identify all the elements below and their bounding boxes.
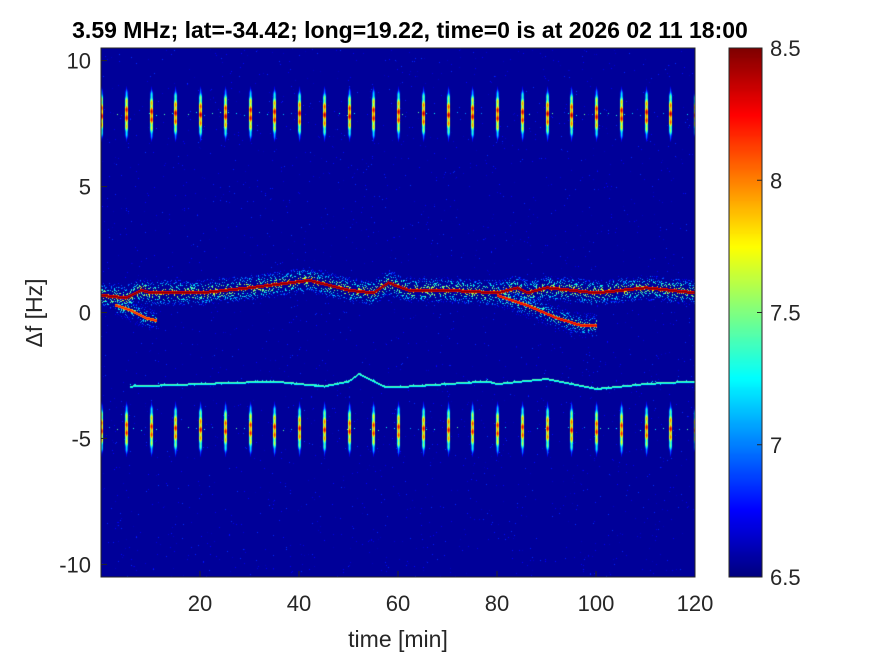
y-tick-label: 0 [79, 301, 91, 326]
x-tick-label: 60 [386, 591, 410, 616]
heatmap-image [101, 48, 695, 577]
x-tick-label: 40 [287, 591, 311, 616]
plot-area [101, 48, 695, 577]
colorbar-image [729, 48, 762, 577]
colorbar-tick-label: 7.5 [770, 301, 801, 326]
x-tick-label: 80 [485, 591, 509, 616]
y-tick-label: -5 [71, 426, 91, 451]
colorbar-tick-label: 6.5 [770, 565, 801, 590]
x-tick-label: 120 [677, 591, 714, 616]
colorbar-tick-label: 8 [770, 168, 782, 193]
y-axis-ticks: 10 5 0 -5 -10 [59, 49, 107, 577]
y-tick-label: -10 [59, 552, 91, 577]
y-axis-label: Δf [Hz] [21, 278, 47, 347]
y-tick-label: 5 [79, 175, 91, 200]
y-tick-label: 10 [67, 49, 91, 74]
x-axis-label: time [min] [348, 626, 448, 652]
colorbar: 8.5 8 7.5 7 6.5 [728, 36, 801, 590]
x-tick-label: 20 [188, 591, 212, 616]
colorbar-tick-label: 8.5 [770, 36, 801, 61]
chart-title: 3.59 MHz; lat=-34.42; long=19.22, time=0… [72, 17, 748, 43]
x-axis-ticks: 20 40 60 80 100 120 [188, 571, 714, 616]
colorbar-tick-label: 7 [770, 433, 782, 458]
x-tick-label: 100 [578, 591, 615, 616]
colorbar-ticks: 8.5 8 7.5 7 6.5 [757, 36, 801, 590]
